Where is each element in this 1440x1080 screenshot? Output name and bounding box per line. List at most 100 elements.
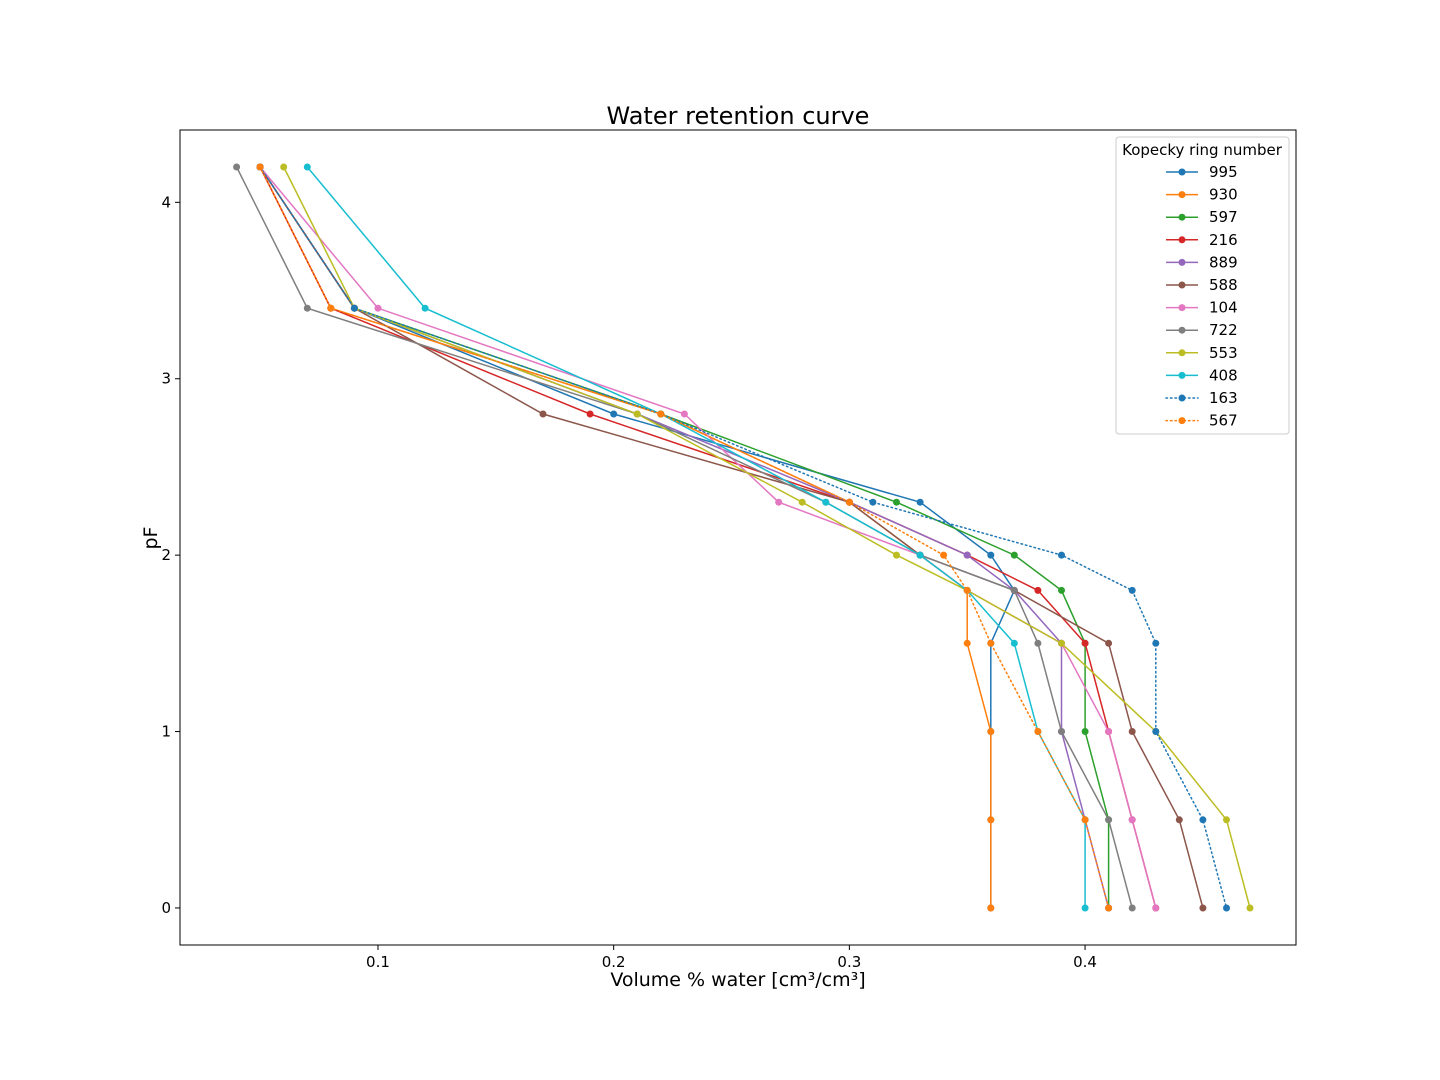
data-point-553-9 bbox=[1246, 904, 1254, 912]
series-722 bbox=[233, 163, 1136, 912]
data-point-408-6 bbox=[1010, 639, 1018, 647]
legend-title: Kopecky ring number bbox=[1122, 141, 1283, 159]
data-point-163-7 bbox=[1152, 728, 1160, 735]
data-point-722-0 bbox=[233, 163, 241, 171]
data-point-567-4 bbox=[940, 551, 948, 559]
data-point-553-8 bbox=[1223, 816, 1230, 824]
legend-item-597: 597 bbox=[1166, 208, 1238, 226]
data-point-588-8 bbox=[1175, 816, 1183, 824]
data-point-163-4 bbox=[1058, 551, 1065, 559]
series-line-588 bbox=[259, 166, 1204, 909]
series-408 bbox=[303, 163, 1089, 912]
data-point-567-3 bbox=[845, 498, 853, 506]
legend-item-216: 216 bbox=[1166, 231, 1238, 249]
data-point-163-8 bbox=[1199, 816, 1207, 824]
series-553 bbox=[280, 163, 1254, 912]
data-point-408-1 bbox=[421, 304, 429, 312]
data-point-930-8 bbox=[987, 816, 995, 824]
legend-label: 163 bbox=[1209, 389, 1238, 407]
data-point-408-4 bbox=[916, 551, 924, 559]
series-line-553 bbox=[283, 166, 1251, 909]
legend-item-553: 553 bbox=[1166, 344, 1238, 362]
data-point-408-3 bbox=[822, 498, 830, 506]
legend-marker bbox=[1178, 394, 1186, 402]
legend-label: 889 bbox=[1209, 253, 1238, 271]
data-point-930-7 bbox=[987, 728, 995, 735]
series-163 bbox=[256, 163, 1230, 912]
data-point-930-6 bbox=[963, 639, 971, 647]
data-point-722-9 bbox=[1128, 904, 1136, 912]
data-point-567-7 bbox=[1034, 728, 1042, 735]
data-point-995-2 bbox=[610, 410, 618, 418]
series-line-889 bbox=[259, 166, 1110, 909]
legend-marker bbox=[1178, 417, 1186, 425]
data-point-722-5 bbox=[1010, 586, 1018, 594]
legend-box bbox=[1115, 136, 1290, 435]
x-tick-label: 0.4 bbox=[1073, 953, 1097, 971]
data-point-163-3 bbox=[869, 498, 877, 506]
legend-marker bbox=[1178, 213, 1186, 221]
data-point-588-2 bbox=[539, 410, 547, 418]
data-point-889-4 bbox=[963, 551, 971, 559]
data-point-995-4 bbox=[987, 551, 995, 559]
data-point-163-1 bbox=[350, 304, 358, 312]
data-point-408-9 bbox=[1081, 904, 1089, 912]
y-axis-label: pF bbox=[140, 527, 162, 550]
legend-label: 104 bbox=[1209, 299, 1238, 317]
legend-marker bbox=[1178, 236, 1186, 244]
x-axis-label: Volume % water [cm³/cm³] bbox=[610, 969, 865, 991]
data-point-930-9 bbox=[987, 904, 995, 912]
legend-marker bbox=[1178, 281, 1186, 289]
legend-item-163: 163 bbox=[1165, 389, 1238, 407]
y-axis-ticks: 0 1 2 3 4 bbox=[161, 193, 180, 917]
plot-area-frame bbox=[179, 129, 1297, 946]
data-point-104-9 bbox=[1152, 904, 1160, 912]
legend-item-930: 930 bbox=[1166, 186, 1238, 204]
series-line-995 bbox=[259, 166, 1016, 908]
x-tick-label: 0.1 bbox=[366, 953, 390, 971]
data-point-722-1 bbox=[303, 304, 311, 312]
legend-item-567: 567 bbox=[1165, 412, 1238, 430]
series-889 bbox=[256, 163, 1113, 912]
data-point-104-7 bbox=[1105, 728, 1113, 735]
data-point-722-7 bbox=[1058, 728, 1065, 735]
series-line-597 bbox=[259, 166, 1110, 908]
legend-marker bbox=[1178, 304, 1186, 312]
legend-item-722: 722 bbox=[1166, 321, 1238, 339]
legend-item-995: 995 bbox=[1166, 163, 1238, 181]
data-point-588-9 bbox=[1199, 904, 1207, 912]
data-point-553-3 bbox=[798, 498, 806, 506]
series-930 bbox=[256, 163, 995, 912]
data-point-408-0 bbox=[303, 163, 311, 171]
data-point-567-5 bbox=[963, 586, 971, 594]
x-tick-label: 0.2 bbox=[602, 953, 626, 971]
legend-item-408: 408 bbox=[1166, 366, 1238, 384]
series-line-216 bbox=[259, 166, 1157, 909]
data-point-597-4 bbox=[1010, 551, 1018, 559]
legend-label: 588 bbox=[1209, 276, 1238, 294]
legend-label: 722 bbox=[1209, 321, 1238, 339]
data-point-104-1 bbox=[374, 304, 382, 312]
data-point-104-3 bbox=[775, 498, 783, 506]
y-tick-label: 2 bbox=[161, 546, 171, 564]
data-point-216-2 bbox=[586, 410, 594, 418]
series-104 bbox=[256, 163, 1160, 912]
data-point-995-3 bbox=[916, 498, 924, 506]
data-point-567-1 bbox=[327, 304, 335, 312]
data-point-722-8 bbox=[1105, 816, 1113, 824]
x-tick-label: 0.3 bbox=[837, 953, 861, 971]
legend-marker bbox=[1178, 168, 1186, 176]
data-point-104-2 bbox=[680, 410, 688, 418]
series-588 bbox=[256, 163, 1207, 912]
series-597 bbox=[256, 163, 1113, 912]
data-point-588-6 bbox=[1105, 639, 1113, 647]
data-point-553-4 bbox=[893, 551, 900, 559]
legend-label: 408 bbox=[1209, 366, 1238, 384]
legend-item-104: 104 bbox=[1166, 299, 1238, 317]
legend-item-889: 889 bbox=[1166, 253, 1238, 271]
legend-label: 567 bbox=[1209, 412, 1238, 430]
series-layer bbox=[233, 163, 1254, 912]
legend-label: 930 bbox=[1209, 186, 1238, 204]
legend-marker bbox=[1178, 349, 1186, 357]
